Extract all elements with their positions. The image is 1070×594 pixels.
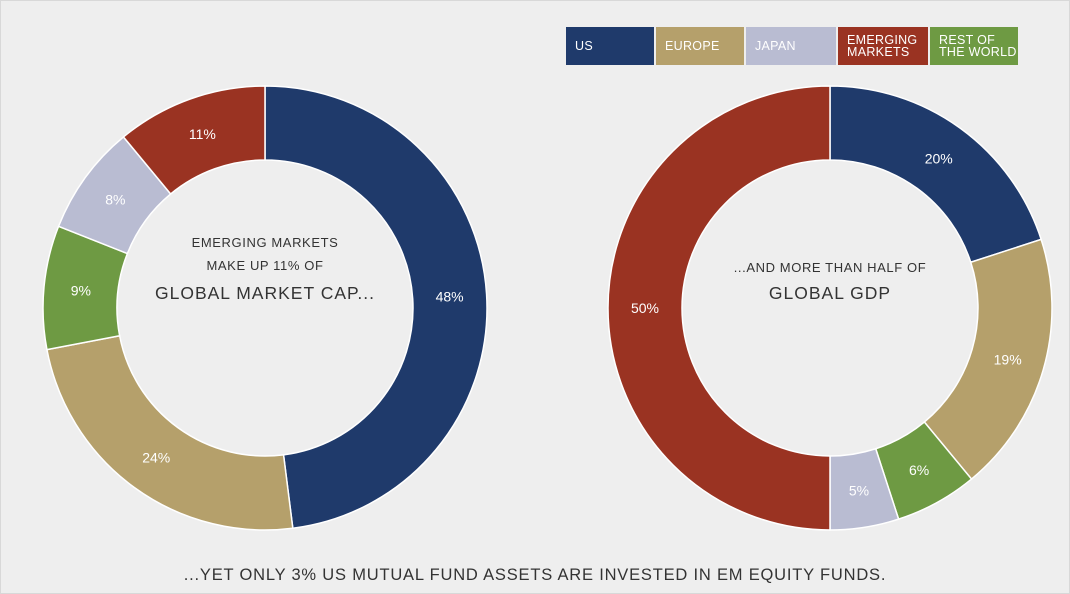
left-donut-slice-emerging-markets [122, 85, 266, 196]
right-slice-label: 6% [909, 462, 929, 478]
legend-label: JAPAN [755, 39, 796, 53]
right-slice-label: 50% [631, 300, 659, 316]
right-center-headline: GLOBAL GDP [768, 283, 892, 303]
left-slice-label: 9% [71, 283, 91, 299]
footer-note: ...YET ONLY 3% US MUTUAL FUND ASSETS ARE… [183, 566, 887, 584]
left-center-line2: MAKE UP 11% OF [206, 258, 324, 273]
legend-item-japan: JAPAN [746, 27, 836, 65]
left-slice-label: 48% [436, 288, 464, 304]
left-donut-slice-us [264, 85, 488, 530]
legend-item-rest-of-world: REST OF THE WORLD [930, 27, 1018, 65]
right-slice-label: 19% [994, 352, 1022, 368]
left-slice-label: 24% [142, 450, 170, 466]
left-slice-label: 8% [105, 191, 125, 207]
right-center-caption: ...AND MORE THAN HALF OF GLOBAL GDP [690, 256, 970, 304]
right-center-line1: ...AND MORE THAN HALF OF [733, 260, 927, 275]
right-donut-slice-us [829, 85, 1043, 264]
legend-item-us: US [566, 27, 654, 65]
left-center-caption: EMERGING MARKETS MAKE UP 11% OF GLOBAL M… [130, 231, 400, 304]
left-center-line1: EMERGING MARKETS [191, 235, 339, 250]
legend-label: US [575, 39, 593, 53]
right-donut-slice-emerging-markets [607, 85, 831, 531]
left-slice-label: 11% [189, 126, 216, 142]
legend-item-europe: EUROPE [656, 27, 744, 65]
left-donut-slice-europe [46, 334, 294, 531]
right-slice-label: 20% [925, 150, 953, 166]
legend-item-emerging-markets: EMERGING MARKETS [838, 27, 928, 65]
right-slice-label: 5% [849, 483, 869, 499]
legend-label: EUROPE [665, 39, 720, 53]
left-center-headline: GLOBAL MARKET CAP... [154, 283, 376, 303]
legend: US EUROPE JAPAN EMERGING MARKETS REST OF… [566, 27, 1018, 65]
legend-label: EMERGING MARKETS [847, 33, 918, 59]
legend-label: REST OF THE WORLD [939, 33, 1017, 59]
